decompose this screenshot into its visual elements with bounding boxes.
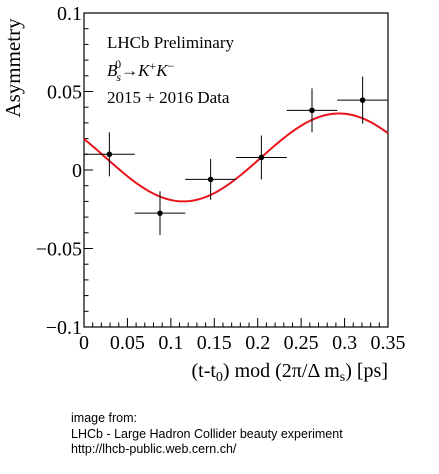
data-point xyxy=(84,132,135,177)
data-points xyxy=(84,76,388,236)
data-point xyxy=(286,88,338,133)
y-tick-label: −0.1 xyxy=(46,317,82,339)
annotation-decay-channel: Bs0→K+K− xyxy=(107,57,175,84)
data-point xyxy=(134,191,186,236)
image-credit: image from: LHCb - Large Hadron Collider… xyxy=(71,411,343,458)
fit-curve xyxy=(83,112,389,203)
data-marker xyxy=(157,210,163,216)
y-tick-label: 0 xyxy=(72,160,82,182)
data-point xyxy=(236,135,287,180)
axis-ticks xyxy=(83,12,389,328)
data-marker xyxy=(258,154,265,161)
y-tick-label: −0.05 xyxy=(36,239,82,261)
x-tick-label: 0.15 xyxy=(197,332,232,354)
y-tick-label: 0.05 xyxy=(47,82,82,104)
annotation-data-sample: 2015 + 2016 Data xyxy=(107,88,230,107)
x-tick-label: 0.05 xyxy=(110,332,145,354)
y-tick-label: 0.1 xyxy=(57,3,82,25)
data-marker xyxy=(207,176,214,183)
x-tick-label: 0.25 xyxy=(284,332,319,354)
data-marker xyxy=(106,151,113,158)
credit-line-1: image from: xyxy=(71,411,137,425)
credit-line-3: http://lhcb-public.web.cern.ch/ xyxy=(71,442,237,456)
credit-line-2: LHCb - Large Hadron Collider beauty expe… xyxy=(71,426,343,441)
annotation-lhcb-preliminary: LHCb Preliminary xyxy=(107,33,235,52)
data-point xyxy=(337,76,388,124)
y-tick-labels: −0.1 −0.05 0 0.05 0.1 xyxy=(36,3,82,339)
x-tick-label: 0.35 xyxy=(371,332,406,354)
x-tick-label: 0.1 xyxy=(158,332,183,354)
y-axis-label: Asymmetry xyxy=(1,18,25,118)
asymmetry-plot: 0 0.05 0.1 0.15 0.2 0.25 0.3 0.35 −0.1 −0.05 0 0.0… xyxy=(1,3,406,385)
data-marker xyxy=(359,97,366,103)
x-axis-label: (t-t0) mod (2π/Δ ms) [ps] xyxy=(191,360,388,385)
x-tick-label: 0 xyxy=(79,332,89,354)
data-point xyxy=(185,159,236,200)
x-tick-label: 0.3 xyxy=(332,332,357,354)
data-marker xyxy=(309,107,315,114)
x-tick-label: 0.2 xyxy=(245,332,270,354)
x-tick-labels: 0 0.05 0.1 0.15 0.2 0.25 0.3 0.35 xyxy=(79,332,406,354)
